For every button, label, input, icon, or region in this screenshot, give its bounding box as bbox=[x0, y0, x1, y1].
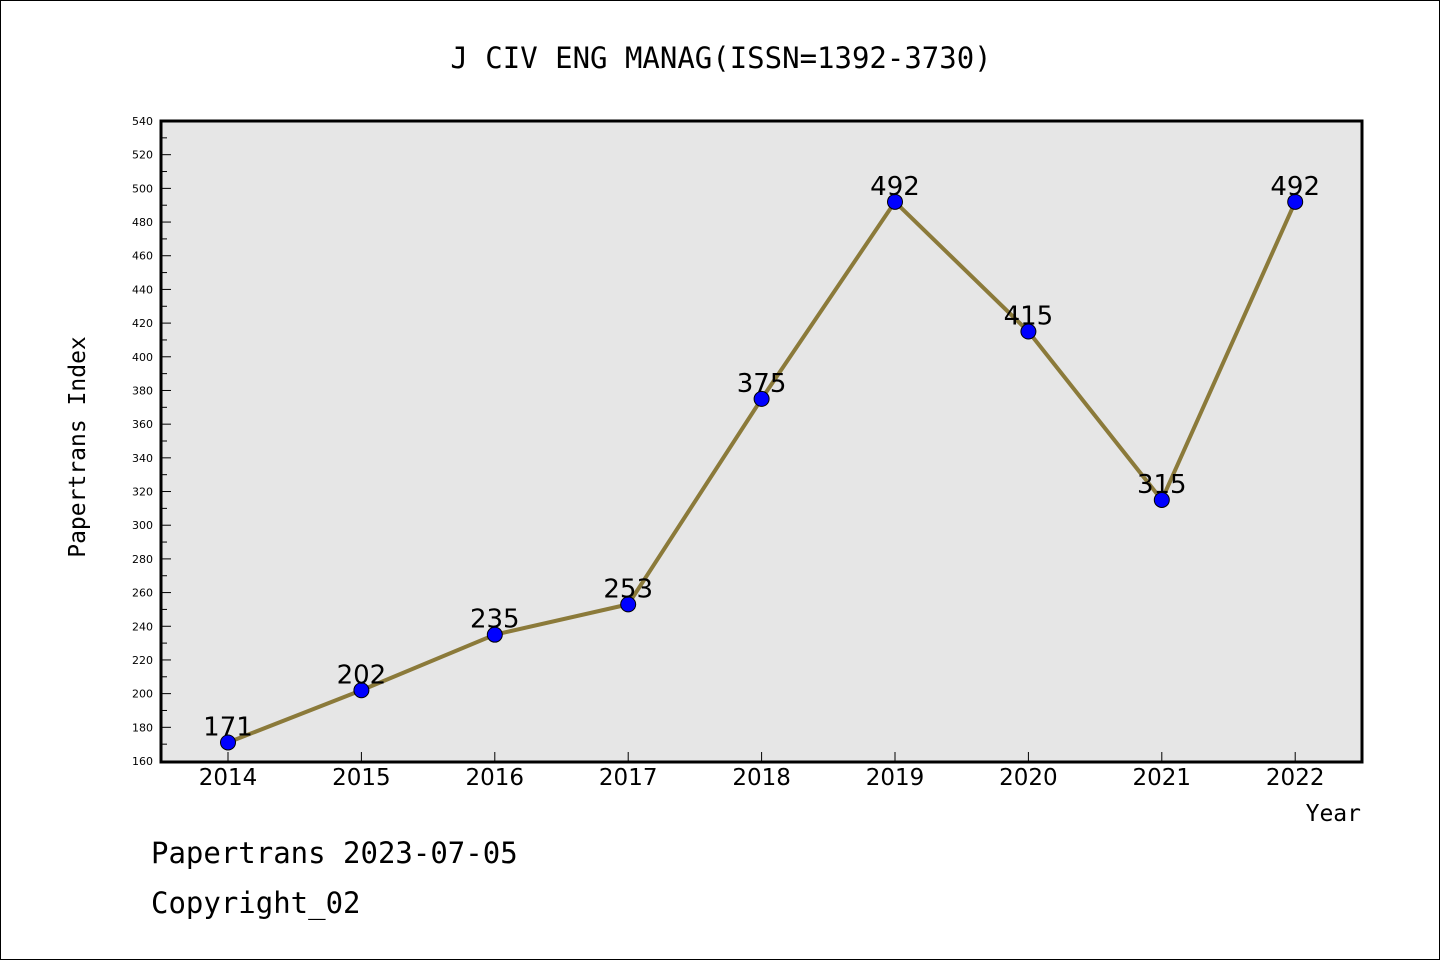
data-point bbox=[220, 734, 236, 751]
y-tick-label: 220 bbox=[132, 654, 153, 667]
data-label: 492 bbox=[1270, 172, 1320, 202]
plot-frame bbox=[159, 119, 1364, 764]
data-point bbox=[1287, 193, 1304, 210]
data-label: 202 bbox=[337, 660, 387, 690]
y-tick-label: 400 bbox=[132, 351, 153, 364]
x-tick-label: 2017 bbox=[599, 765, 658, 791]
x-tick-label: 2015 bbox=[332, 765, 391, 791]
y-tick-label: 460 bbox=[132, 250, 153, 263]
y-tick-label: 320 bbox=[132, 486, 153, 499]
data-label: 415 bbox=[1004, 302, 1054, 332]
x-axis-label: Year bbox=[1306, 801, 1361, 827]
data-label: 171 bbox=[203, 712, 253, 742]
y-tick-label: 520 bbox=[132, 149, 153, 162]
y-tick-label: 180 bbox=[132, 721, 153, 734]
y-tick-label: 340 bbox=[132, 452, 153, 465]
data-point bbox=[486, 626, 503, 643]
x-tick-label: 2014 bbox=[199, 765, 258, 791]
data-point bbox=[1153, 491, 1170, 508]
y-tick-label: 240 bbox=[132, 620, 153, 633]
y-tick-label: 160 bbox=[132, 755, 153, 768]
footer-copyright: Copyright_02 bbox=[151, 886, 361, 920]
y-tick-label: 280 bbox=[132, 553, 153, 566]
x-tick-label: 2019 bbox=[866, 765, 925, 791]
y-tick-label: 420 bbox=[132, 317, 153, 330]
x-axis: 2014 2015 2016 2017 2018 2019 2020 2021 2022 bbox=[199, 752, 1325, 791]
data-point bbox=[620, 596, 637, 613]
y-tick-label: 500 bbox=[132, 182, 153, 195]
data-point bbox=[753, 390, 770, 407]
y-tick-label: 540 bbox=[132, 115, 153, 128]
footer-date: Papertrans 2023-07-05 bbox=[151, 836, 518, 870]
y-axis: 160 180 200 220 240 260 280 300 320 340 360 380 400 4… bbox=[132, 115, 171, 768]
data-label: 315 bbox=[1137, 470, 1187, 500]
y-tick-label: 260 bbox=[132, 587, 153, 600]
data-label: 492 bbox=[870, 172, 920, 202]
x-tick-label: 2018 bbox=[732, 765, 791, 791]
plot-area bbox=[161, 121, 1362, 762]
y-tick-label: 480 bbox=[132, 216, 153, 229]
x-tick-label: 2021 bbox=[1133, 765, 1192, 791]
data-label: 235 bbox=[470, 605, 520, 635]
data-points bbox=[220, 193, 1304, 751]
y-tick-label: 200 bbox=[132, 688, 153, 701]
y-axis-label: Papertrans Index bbox=[65, 336, 91, 558]
y-tick-label: 360 bbox=[132, 418, 153, 431]
data-point bbox=[1020, 323, 1037, 340]
data-point bbox=[353, 682, 370, 699]
data-label: 253 bbox=[603, 574, 653, 604]
x-tick-label: 2022 bbox=[1266, 765, 1325, 791]
y-tick-label: 440 bbox=[132, 283, 153, 296]
chart-title: J CIV ENG MANAG(ISSN=1392-3730) bbox=[450, 41, 991, 75]
data-point bbox=[887, 193, 903, 210]
data-label: 375 bbox=[737, 369, 787, 399]
x-tick-label: 2016 bbox=[466, 765, 525, 791]
data-labels: 171 202 235 253 375 492 415 315 492 bbox=[203, 172, 1320, 743]
y-tick-label: 380 bbox=[132, 384, 153, 397]
x-tick-label: 2020 bbox=[999, 765, 1058, 791]
y-tick-label: 300 bbox=[132, 519, 153, 532]
